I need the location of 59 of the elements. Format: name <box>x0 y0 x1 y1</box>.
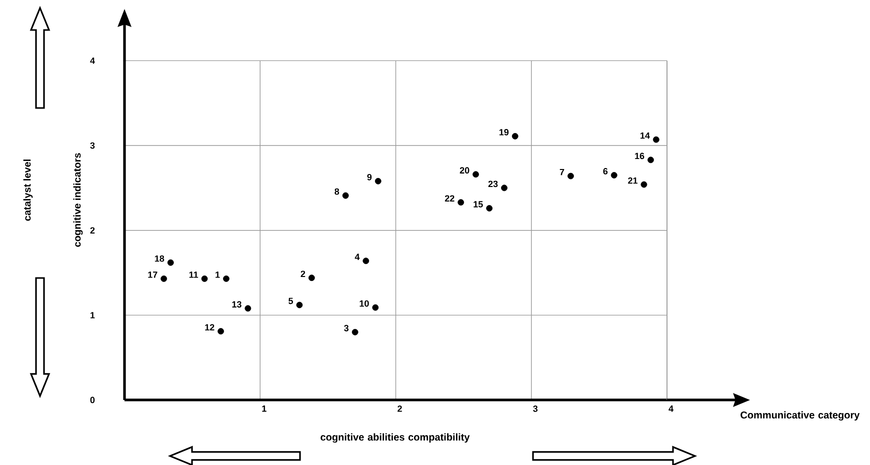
point <box>201 275 208 282</box>
point <box>374 178 382 184</box>
y-tick-label: 4 <box>90 58 95 64</box>
annotation: 7 <box>560 168 564 176</box>
point <box>167 259 174 266</box>
point <box>501 184 508 192</box>
annotation: 20 <box>460 167 470 174</box>
annotation: 2 <box>300 270 306 277</box>
point <box>352 328 358 336</box>
annotation: 14 <box>640 132 650 139</box>
point <box>458 199 464 206</box>
point <box>308 274 315 282</box>
point <box>160 275 168 282</box>
annotation: 22 <box>444 195 454 202</box>
annotation: 11 <box>189 272 198 278</box>
annotation: 3 <box>344 324 349 332</box>
annotation: 23 <box>488 180 498 188</box>
point <box>223 275 230 282</box>
x-tick-label: 1 <box>262 406 266 412</box>
annotation: 8 <box>334 188 340 195</box>
annotation: 21 <box>628 177 638 184</box>
point <box>568 172 574 180</box>
point <box>472 171 479 178</box>
point <box>512 132 518 140</box>
point <box>486 205 493 212</box>
point <box>648 156 654 164</box>
annotation: 15 <box>474 201 483 208</box>
annotation: 16 <box>635 152 644 160</box>
y-tick-label: 1 <box>90 312 95 318</box>
text: cognitive abilities compatibility <box>320 433 470 443</box>
annotation: 19 <box>499 128 509 136</box>
text: catalyst level <box>23 160 33 221</box>
point <box>652 136 660 143</box>
point <box>372 304 379 311</box>
annotation: 17 <box>148 272 158 278</box>
text: Communicative category <box>740 411 860 421</box>
x-tick-label: 4 <box>668 406 674 412</box>
annotation: 13 <box>232 301 242 308</box>
point <box>640 181 648 188</box>
y-tick-label: 0 <box>90 396 95 404</box>
y-tick-label: 3 <box>90 142 95 149</box>
x-tick-label: 3 <box>533 406 538 412</box>
point <box>296 302 303 308</box>
annotation: 10 <box>360 300 369 307</box>
annotation: 9 <box>367 174 372 180</box>
annotation: 18 <box>154 255 164 262</box>
point <box>342 192 349 199</box>
annotation: 12 <box>205 324 214 330</box>
point <box>362 258 370 264</box>
annotation: 1 <box>216 272 220 278</box>
point <box>244 305 252 312</box>
x-tick-label: 2 <box>398 406 402 412</box>
annotation: 6 <box>603 168 608 174</box>
point <box>218 328 224 334</box>
y-tick-label: 2 <box>90 227 95 234</box>
y-axis-title: cognitive indicators <box>73 153 83 247</box>
annotation: 4 <box>354 254 360 260</box>
point <box>610 172 618 178</box>
annotation: 5 <box>288 298 294 304</box>
